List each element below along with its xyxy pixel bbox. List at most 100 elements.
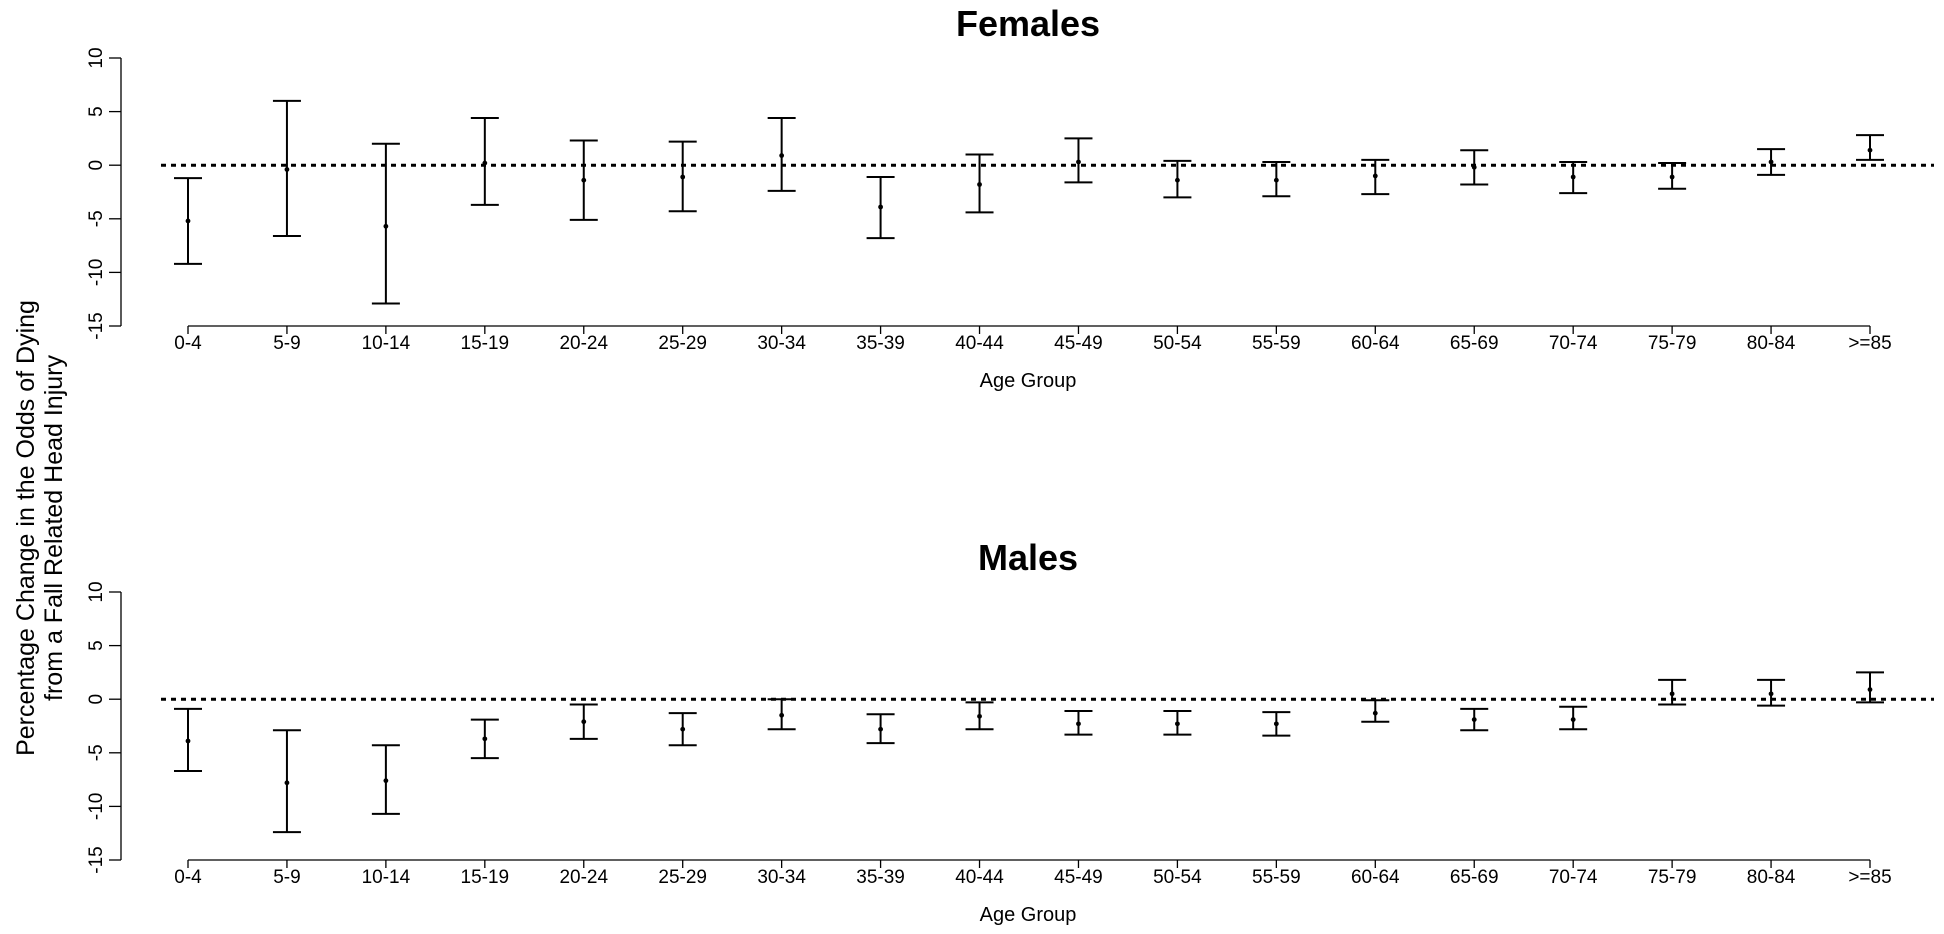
y-tick-label: 5 (86, 106, 107, 117)
point-estimate (1669, 691, 1675, 697)
point-estimate (185, 738, 191, 744)
y-tick-label: 10 (86, 581, 107, 602)
errorbar-males (965, 701, 994, 731)
errorbar-females (668, 140, 697, 213)
errorbar-males (371, 744, 400, 815)
point-estimate (977, 713, 982, 719)
x-tick-label: 80-84 (1747, 867, 1796, 888)
x-tick-label: 30-34 (757, 867, 806, 888)
errorbar-males (174, 707, 202, 773)
x-tick-label: 45-49 (1054, 867, 1103, 888)
point-estimate (878, 726, 883, 732)
x-tick-label: 60-64 (1351, 333, 1400, 354)
x-tick-label: 80-84 (1747, 333, 1796, 354)
point-estimate (284, 167, 290, 172)
x-tick-label: 65-69 (1450, 867, 1499, 888)
x-tick-label: 15-19 (461, 867, 510, 888)
errorbar-females (1757, 148, 1786, 176)
x-tick-label: 0-4 (174, 867, 202, 888)
x-tick-label: 55-59 (1252, 867, 1301, 888)
errorbar-males (767, 698, 796, 731)
point-estimate (779, 153, 785, 158)
x-tick-label: 35-39 (856, 333, 905, 354)
errorbar-females (1559, 160, 1588, 195)
shared-y-axis-label-line-1: Percentage Change in the Odds of Dying (12, 300, 40, 756)
x-tick-label: 70-74 (1549, 867, 1598, 888)
errorbar-females (1163, 159, 1192, 199)
x-tick-label: 10-14 (362, 867, 411, 888)
point-estimate (1570, 174, 1576, 180)
errorbar-males (569, 703, 598, 740)
errorbar-males (1361, 699, 1390, 723)
y-tick-label: -10 (86, 259, 107, 286)
y-tick-label: 0 (86, 160, 107, 171)
males-panel: Males 10 5 0 -5 -10 -15 0-4 5-9 10-14 15-19 20-24 25… (86, 537, 1934, 926)
point-estimate (1669, 174, 1675, 180)
point-estimate (680, 726, 686, 732)
y-tick-label: -10 (86, 793, 107, 820)
point-estimate (1273, 177, 1279, 183)
errorbar-females (965, 153, 994, 214)
point-estimate (1768, 159, 1774, 165)
x-tick-label: 40-44 (955, 867, 1004, 888)
errorbar-females (1064, 137, 1093, 184)
x-tick-label: 75-79 (1648, 333, 1697, 354)
x-tick-label: 25-29 (658, 867, 707, 888)
y-tick-label: 0 (86, 694, 107, 705)
point-estimate (185, 218, 191, 224)
point-estimate (581, 719, 587, 725)
x-tick-label: 45-49 (1054, 333, 1103, 354)
x-tick-label: 5-9 (273, 867, 300, 888)
point-estimate (1867, 147, 1873, 153)
errorbar-males (1757, 678, 1786, 707)
errorbar-females (569, 139, 598, 221)
errorbar-males (272, 729, 301, 834)
x-tick-label: 25-29 (658, 333, 707, 354)
point-estimate (383, 223, 389, 229)
x-tick-label: 35-39 (856, 867, 905, 888)
errorbar-females (1262, 160, 1291, 198)
x-tick-label: 5-9 (273, 333, 300, 354)
x-tick-label: 30-34 (757, 333, 806, 354)
point-estimate (977, 182, 982, 187)
x-tick-label: 50-54 (1153, 867, 1202, 888)
x-tick-label: >=85 (1848, 333, 1891, 354)
point-estimate (1372, 173, 1378, 179)
point-estimate (581, 177, 587, 183)
y-tick-label: -5 (86, 210, 107, 227)
point-estimate (1076, 721, 1081, 727)
point-estimate (1867, 687, 1873, 692)
point-estimate (1471, 717, 1477, 722)
y-tick-label: 5 (86, 640, 107, 651)
errorbar-males (668, 712, 697, 747)
errorbar-females (1361, 158, 1390, 196)
errorbar-females (1856, 134, 1884, 161)
point-estimate (383, 778, 389, 784)
x-tick-label: 75-79 (1648, 867, 1697, 888)
errorbar-males (470, 718, 499, 760)
point-estimate (1768, 691, 1774, 697)
point-estimate (1570, 717, 1576, 722)
errorbar-females (767, 117, 796, 192)
females-panel: Females 10 5 0 -5 -10 -15 0-4 5-9 10-14 15-19 20-24… (86, 3, 1934, 392)
errorbar-females (371, 142, 400, 305)
y-tick-label: 10 (86, 47, 107, 68)
point-estimate (1076, 159, 1081, 165)
errorbar-males (1064, 709, 1093, 736)
y-tick-label: -5 (86, 744, 107, 761)
x-tick-label: 20-24 (559, 867, 608, 888)
point-estimate (482, 160, 488, 166)
errorbar-males (1559, 705, 1588, 731)
errorbar-males (1856, 671, 1884, 704)
x-tick-label: 10-14 (362, 333, 411, 354)
females-panel-title: Females (956, 3, 1100, 44)
errorbar-females (1460, 149, 1489, 186)
errorbar-females (866, 175, 895, 240)
point-estimate (1471, 164, 1477, 170)
errorbar-males (1262, 711, 1291, 737)
point-estimate (1175, 721, 1180, 727)
males-panel-title: Males (978, 537, 1078, 578)
errorbar-females (470, 117, 499, 206)
x-tick-label: 50-54 (1153, 333, 1202, 354)
